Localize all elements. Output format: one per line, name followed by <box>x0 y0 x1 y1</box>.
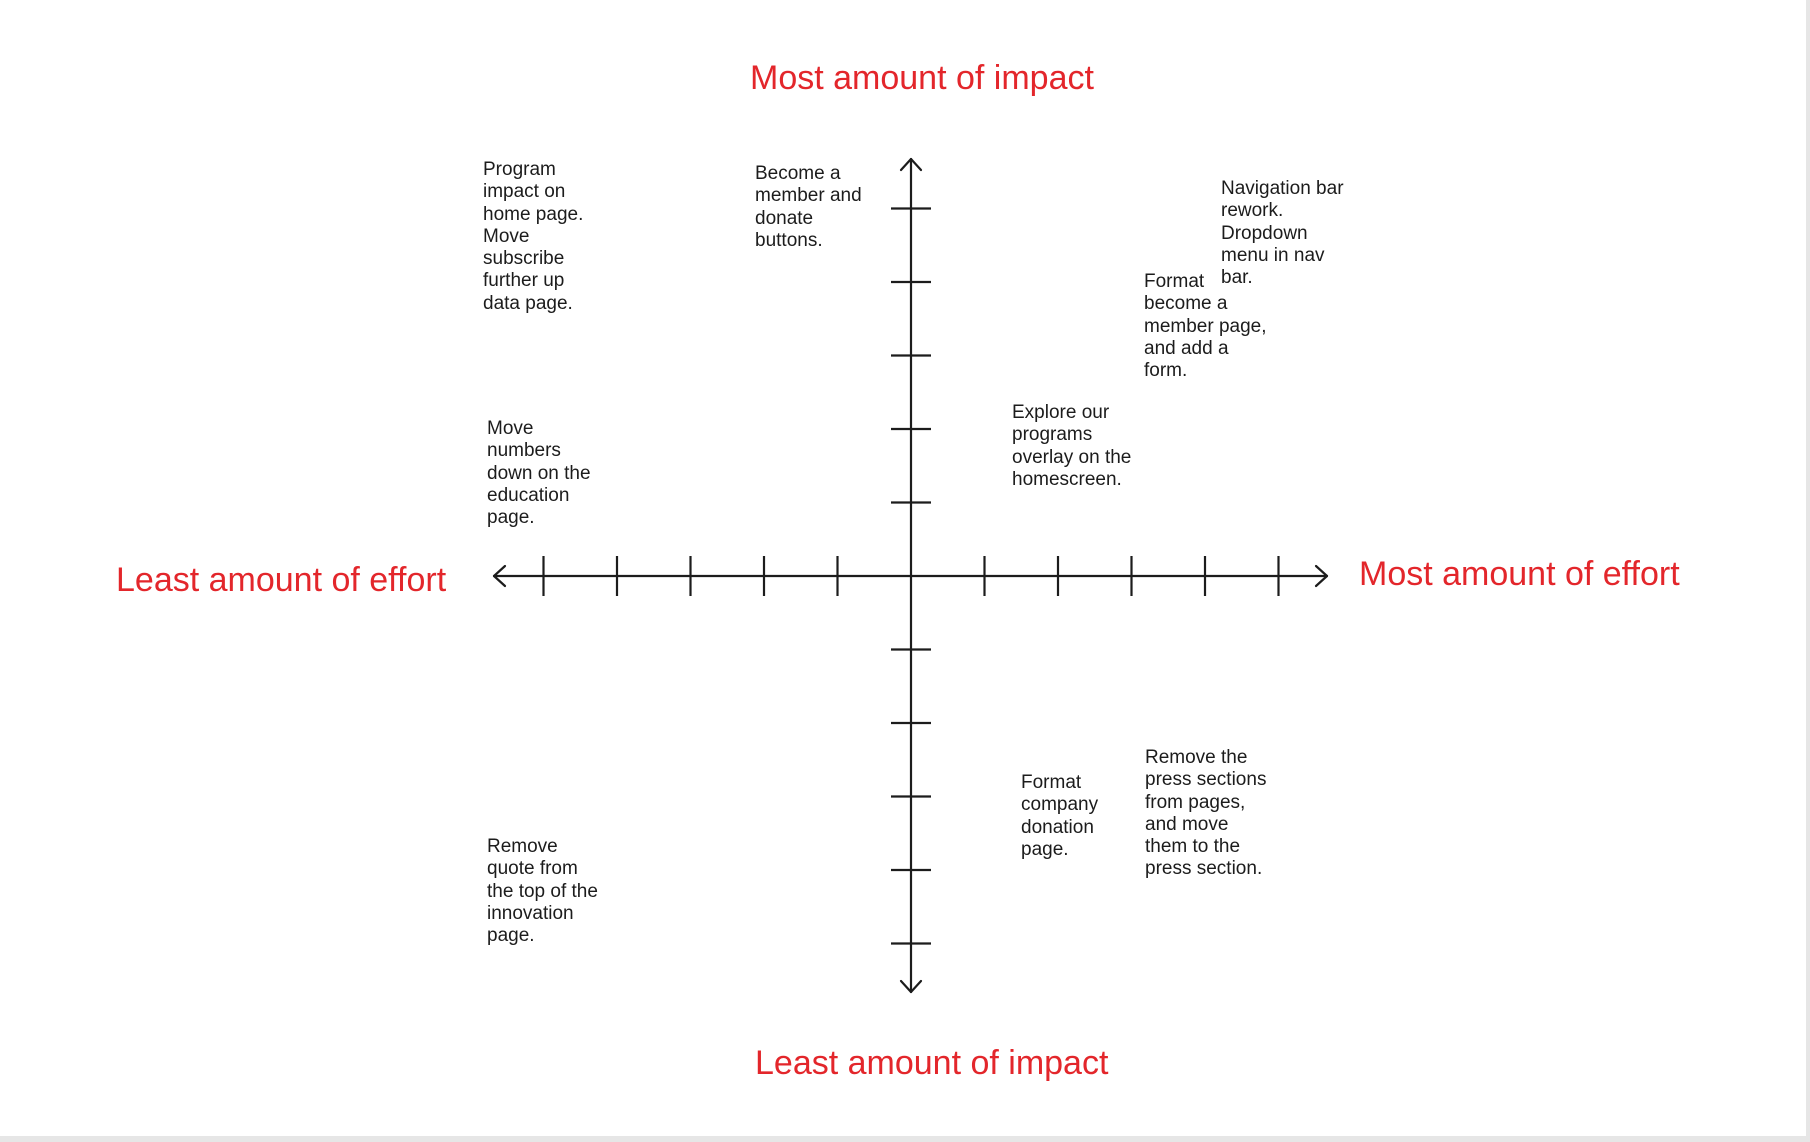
arrow-up-icon <box>899 157 923 172</box>
page-edge-right <box>1806 0 1810 1142</box>
arrow-down-icon <box>899 979 923 994</box>
axis-label-right: Most amount of effort <box>1359 555 1680 593</box>
note-press-sections: Remove the press sections from pages, and m… <box>1145 747 1267 880</box>
arrow-left-icon <box>492 564 507 588</box>
note-education-numbers: Move numbers down on the education page. <box>487 418 591 529</box>
note-programs-overlay: Explore our programs overlay on the homescr… <box>1012 402 1132 490</box>
axis-ticks <box>542 207 1280 945</box>
axis-label-left: Least amount of effort <box>116 561 447 599</box>
note-company-donation: Format company donation page. <box>1021 772 1099 860</box>
note-program-impact: Program impact on home page. Move subscribe f… <box>483 159 584 314</box>
axis-label-top: Most amount of impact <box>750 59 1094 97</box>
note-navigation-bar: Navigation bar rework. Dropdown menu in nav… <box>1221 178 1344 289</box>
arrow-right-icon <box>1314 564 1329 588</box>
note-member-page-form: Format become a member page, and add a form. <box>1144 271 1267 382</box>
axis-label-bottom: Least amount of impact <box>755 1044 1109 1082</box>
note-innovation-quote: Remove quote from the top of the innovation… <box>487 836 598 947</box>
note-member-donate-buttons: Become a member and donate buttons. <box>755 163 862 251</box>
page-edge-bottom <box>0 1136 1810 1142</box>
